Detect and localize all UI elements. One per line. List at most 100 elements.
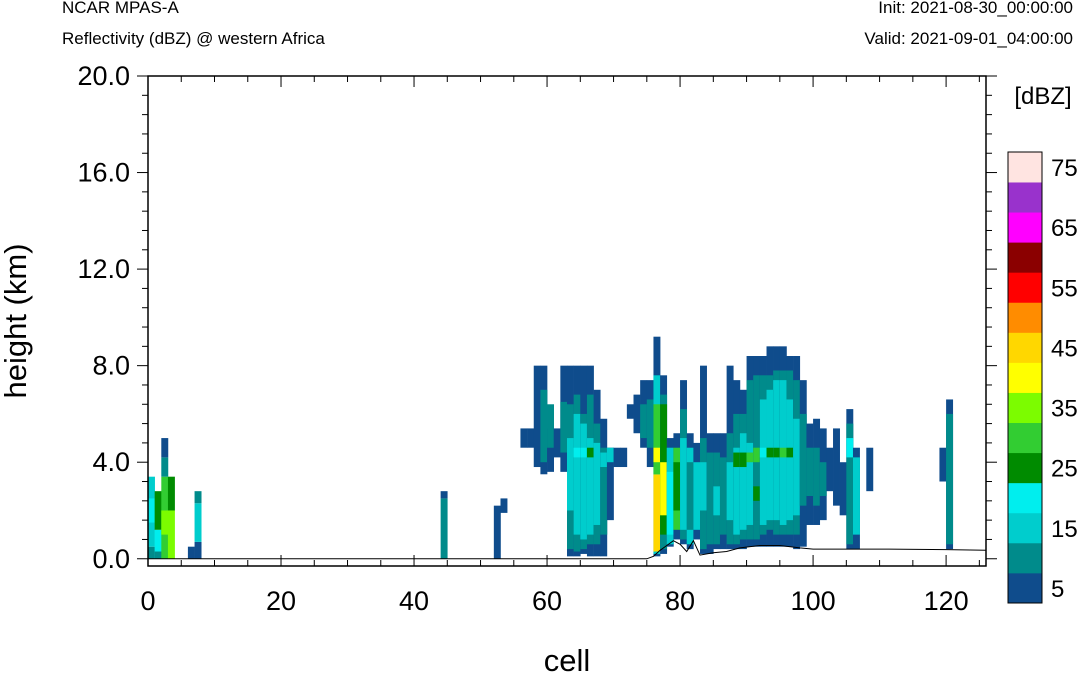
reflectivity-cell	[653, 447, 661, 463]
colorbar-swatch	[1008, 422, 1042, 454]
colorbar-swatch	[1008, 542, 1042, 574]
colorbar-unit-label: [dBZ]	[1014, 83, 1071, 110]
reflectivity-cell	[148, 546, 155, 559]
colorbar-swatch	[1008, 182, 1042, 213]
reflectivity-cell	[713, 486, 721, 516]
reflectivity-cell	[167, 476, 175, 511]
reflectivity-cell	[846, 438, 854, 458]
reflectivity-cell	[739, 433, 747, 530]
reflectivity-cell	[194, 503, 202, 542]
x-tick-label: 100	[791, 586, 836, 616]
colorbar-tick-label: 45	[1051, 335, 1078, 362]
reflectivity-cell	[440, 498, 448, 559]
reflectivity-cell	[154, 491, 162, 530]
reflectivity-cell	[733, 452, 741, 468]
reflectivity-cell	[547, 404, 554, 448]
reflectivity-cell	[148, 498, 155, 523]
reflectivity-cell	[753, 447, 761, 463]
reflectivity-cell	[586, 438, 594, 535]
reflectivity-cell	[726, 462, 734, 521]
reflectivity-cell	[580, 447, 588, 458]
reflectivity-cell	[673, 462, 681, 511]
reflectivity-cell	[866, 447, 874, 492]
y-tick-label: 4.0	[92, 447, 130, 477]
reflectivity-cell	[846, 423, 854, 545]
reflectivity-cell	[719, 457, 727, 535]
reflectivity-cell	[653, 404, 661, 475]
reflectivity-cell	[194, 491, 202, 504]
x-tick-label: 80	[665, 586, 695, 616]
reflectivity-cell	[666, 471, 674, 535]
reflectivity-cell	[759, 399, 767, 525]
reflectivity-cell	[766, 447, 774, 458]
reflectivity-cell	[939, 447, 947, 482]
reflectivity-cell	[586, 447, 594, 458]
reflectivity-cell	[600, 452, 608, 468]
reflectivity-cell	[793, 418, 801, 516]
reflectivity-cell	[653, 474, 661, 552]
y-tick-label: 20.0	[77, 61, 130, 91]
reflectivity-cell	[733, 447, 741, 535]
colorbar-tick-label: 15	[1051, 516, 1078, 543]
reflectivity-cell	[746, 442, 754, 525]
colorbar-swatch	[1008, 302, 1042, 333]
colorbar-frame	[1007, 151, 1043, 604]
reflectivity-cell	[759, 447, 767, 458]
y-tick-label: 8.0	[92, 351, 130, 381]
y-axis-label: height (km)	[0, 243, 33, 398]
reflectivity-cell	[533, 365, 541, 468]
terrain-line	[148, 539, 987, 560]
reflectivity-cell	[573, 413, 581, 535]
reflectivity-cell	[593, 442, 601, 525]
reflectivity-cell	[161, 438, 169, 458]
model-name: NCAR MPAS-A	[62, 0, 179, 17]
reflectivity-cell	[746, 452, 754, 463]
reflectivity-cell	[739, 452, 747, 468]
reflectivity-cell	[167, 510, 175, 559]
y-tick-label: 0.0	[92, 544, 130, 574]
reflectivity-cells	[148, 336, 954, 559]
plot-frame	[147, 75, 987, 567]
terrain-layer	[148, 539, 987, 560]
reflectivity-cell	[786, 447, 794, 458]
reflectivity-cell	[706, 452, 714, 545]
colorbar-swatch	[1008, 152, 1042, 183]
reflectivity-cell	[540, 389, 548, 463]
reflectivity-cell	[553, 428, 561, 458]
reflectivity-cell	[753, 486, 761, 501]
colorbar-swatch	[1008, 572, 1042, 604]
reflectivity-cell	[493, 505, 501, 559]
x-tick-label: 120	[924, 586, 969, 616]
reflectivity-cell	[527, 428, 535, 448]
colorbar-tick-label: 35	[1051, 396, 1078, 423]
reflectivity-cell	[547, 428, 554, 472]
colorbar-tick-label: 5	[1051, 576, 1064, 603]
colorbar-swatch	[1008, 452, 1042, 484]
reflectivity-cell	[700, 462, 707, 511]
reflectivity-cell	[779, 447, 787, 458]
colorbar-tick-label: 75	[1051, 155, 1078, 182]
x-axis-label: cell	[544, 643, 591, 677]
valid-time: Valid: 2021-09-01_04:00:00	[864, 29, 1073, 48]
field-description: Reflectivity (dBZ) @ western Africa	[62, 29, 325, 48]
colorbar-tick-label: 55	[1051, 275, 1078, 302]
reflectivity-cell	[813, 447, 821, 506]
reflectivity-cell	[573, 447, 581, 458]
reflectivity-cell	[833, 428, 840, 506]
reflectivity-cell	[799, 413, 807, 506]
reflectivity-cell	[946, 413, 954, 545]
reflectivity-cell	[620, 447, 628, 468]
colorbar-swatch	[1008, 362, 1042, 393]
reflectivity-cell	[646, 399, 654, 448]
colorbar-swatch	[1008, 392, 1042, 423]
colorbar-tick-label: 25	[1051, 456, 1078, 483]
colorbar-swatch	[1008, 242, 1042, 273]
reflectivity-cell	[567, 438, 574, 511]
y-tick-label: 16.0	[77, 158, 130, 188]
x-tick-label: 20	[266, 586, 296, 616]
reflectivity-cell	[187, 546, 195, 559]
reflectivity-cell	[194, 541, 202, 559]
reflectivity-cell	[680, 438, 688, 530]
reflectivity-cell	[626, 404, 634, 419]
reflectivity-cell	[693, 462, 701, 530]
